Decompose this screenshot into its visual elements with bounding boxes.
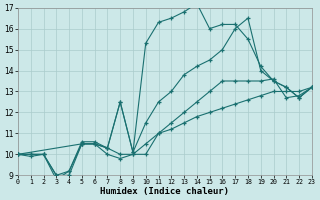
X-axis label: Humidex (Indice chaleur): Humidex (Indice chaleur) [100, 187, 229, 196]
